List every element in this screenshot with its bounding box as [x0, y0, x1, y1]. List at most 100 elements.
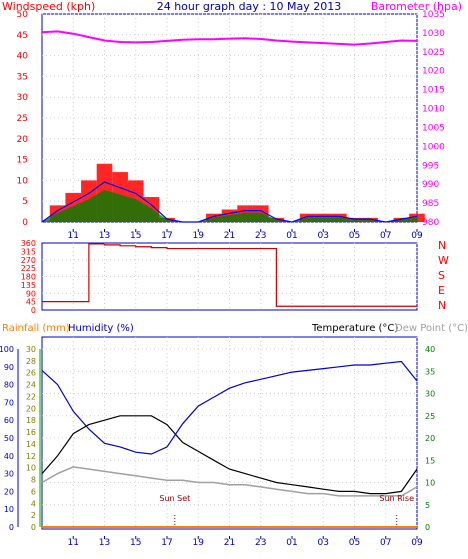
rainfall-tick-label: 22	[26, 392, 36, 401]
windspeed-tick-label: 30	[17, 93, 29, 103]
x-tick-label: 23	[255, 538, 266, 548]
humidity-axis: 0 10 20 30 40 50 60 70 80 90 100	[0, 345, 19, 532]
humidity-tick-label: 60	[4, 416, 14, 425]
rainfall-tick-label: 16	[26, 428, 36, 437]
temperature-tick-label: 20	[425, 434, 435, 443]
x-tick-label: 17	[161, 538, 172, 548]
direction-series	[42, 243, 417, 307]
temperature-time-axis: 11 13 15 17 19 21 23 01 03 05 07 09	[68, 536, 423, 548]
x-tick-label: 15	[130, 538, 141, 548]
rainfall-tick-label: 0	[31, 523, 36, 532]
direction-tick-label: 0	[31, 306, 36, 315]
dewpoint-label: Dew Point (°C)	[395, 323, 468, 334]
temperature-series	[41, 360, 418, 528]
barometer-axis: 980 985 990 995 1000 1005 1010 1015 1020 1025 1030…	[422, 10, 445, 228]
humidity-tick-label: 100	[0, 345, 14, 354]
x-tick-label: 13	[99, 231, 110, 241]
rainfall-tick-label: 12	[26, 452, 36, 461]
temperature-tick-label: 40	[425, 345, 435, 354]
windspeed-tick-label: 50	[17, 10, 29, 20]
wind-time-axis: 11 13 15 17 19 21 23 01 03 05 07 09	[68, 229, 423, 241]
x-tick-label: 03	[318, 231, 329, 241]
temperature-label: Temperature (°C)	[311, 323, 398, 334]
humidity-tick-label: 10	[4, 505, 14, 514]
barometer-tick-label: 995	[422, 161, 439, 171]
temperature-axis: 0 5 10 15 20 25 30 35 40	[425, 345, 435, 532]
x-tick-label: 05	[349, 538, 360, 548]
x-tick-label: 15	[130, 231, 141, 241]
x-tick-label: 07	[380, 538, 391, 548]
x-tick-label: 21	[224, 231, 235, 241]
compass-label: N	[438, 239, 446, 252]
humidity-tick-label: 70	[4, 398, 14, 407]
compass-label: S	[438, 269, 445, 282]
barometer-label: Barometer (hpa)	[371, 0, 462, 13]
rainfall-tick-label: 2	[31, 511, 36, 520]
windspeed-tick-label: 20	[17, 135, 29, 145]
page-title: 24 hour graph day : 10 May 2013	[157, 0, 342, 13]
barometer-tick-label: 1020	[422, 67, 445, 77]
humidity-line	[41, 360, 418, 455]
sun-markers: Sun Set Sun Rise	[159, 494, 414, 527]
sunrise-label: Sun Rise	[379, 494, 414, 503]
temperature-tick-label: 5	[425, 501, 430, 510]
x-tick-label: 11	[68, 538, 79, 548]
compass-label: E	[438, 284, 445, 297]
x-tick-label: 19	[193, 231, 205, 241]
windspeed-axis: 0 5 10 15 20 25 30 35 40 45 50	[17, 10, 29, 228]
compass-label: N	[438, 299, 446, 312]
temperature-tick-label: 0	[425, 523, 430, 532]
direction-tick-label: 135	[21, 281, 36, 290]
temperature-line	[41, 415, 418, 495]
temperature-tick-label: 35	[425, 367, 435, 376]
barometer-tick-label: 980	[422, 218, 439, 228]
direction-tick-label: 90	[26, 289, 36, 298]
barometer-tick-label: 1010	[422, 105, 445, 115]
windspeed-tick-label: 15	[17, 156, 28, 166]
rainfall-tick-label: 8	[31, 476, 36, 485]
rainfall-tick-label: 18	[26, 416, 36, 425]
x-tick-label: 19	[193, 538, 205, 548]
humidity-tick-label: 90	[4, 363, 14, 372]
x-tick-label: 13	[99, 538, 110, 548]
windspeed-tick-label: 0	[22, 218, 28, 228]
dewpoint-line	[41, 466, 418, 497]
x-tick-label: 01	[286, 538, 297, 548]
barometer-tick-label: 985	[422, 199, 439, 209]
rainfall-tick-label: 26	[26, 369, 36, 378]
x-tick-label: 09	[411, 231, 423, 241]
rainfall-tick-label: 24	[26, 381, 36, 390]
barometer-tick-label: 1000	[422, 142, 445, 152]
compass-label: W	[438, 254, 449, 267]
wind-average-area	[42, 190, 417, 222]
humidity-tick-label: 40	[4, 452, 14, 461]
direction-tick-label: 360	[21, 239, 36, 248]
temperature-tick-label: 25	[425, 412, 435, 421]
rainfall-tick-label: 6	[31, 487, 36, 496]
rainfall-tick-label: 28	[26, 357, 36, 366]
sunset-label: Sun Set	[159, 494, 190, 503]
windspeed-tick-label: 40	[17, 52, 29, 62]
rainfall-label: Rainfall (mm)	[2, 323, 70, 334]
x-tick-label: 17	[161, 231, 172, 241]
barometer-tick-label: 1030	[422, 29, 445, 39]
x-tick-label: 09	[411, 538, 423, 548]
x-tick-label: 11	[68, 231, 79, 241]
humidity-tick-label: 20	[4, 487, 14, 496]
barometer-tick-label: 1015	[422, 86, 445, 96]
direction-tick-label: 225	[21, 264, 36, 273]
rainfall-tick-label: 20	[26, 404, 36, 413]
x-tick-label: 23	[255, 231, 266, 241]
wind-series	[41, 30, 425, 223]
temperature-tick-label: 10	[425, 479, 435, 488]
windspeed-tick-label: 10	[17, 176, 29, 186]
windspeed-label: Windspeed (kph)	[2, 0, 95, 13]
temperature-tick-label: 15	[425, 456, 435, 465]
windspeed-tick-label: 35	[17, 72, 28, 82]
x-tick-label: 05	[349, 231, 360, 241]
barometer-line	[41, 30, 418, 46]
